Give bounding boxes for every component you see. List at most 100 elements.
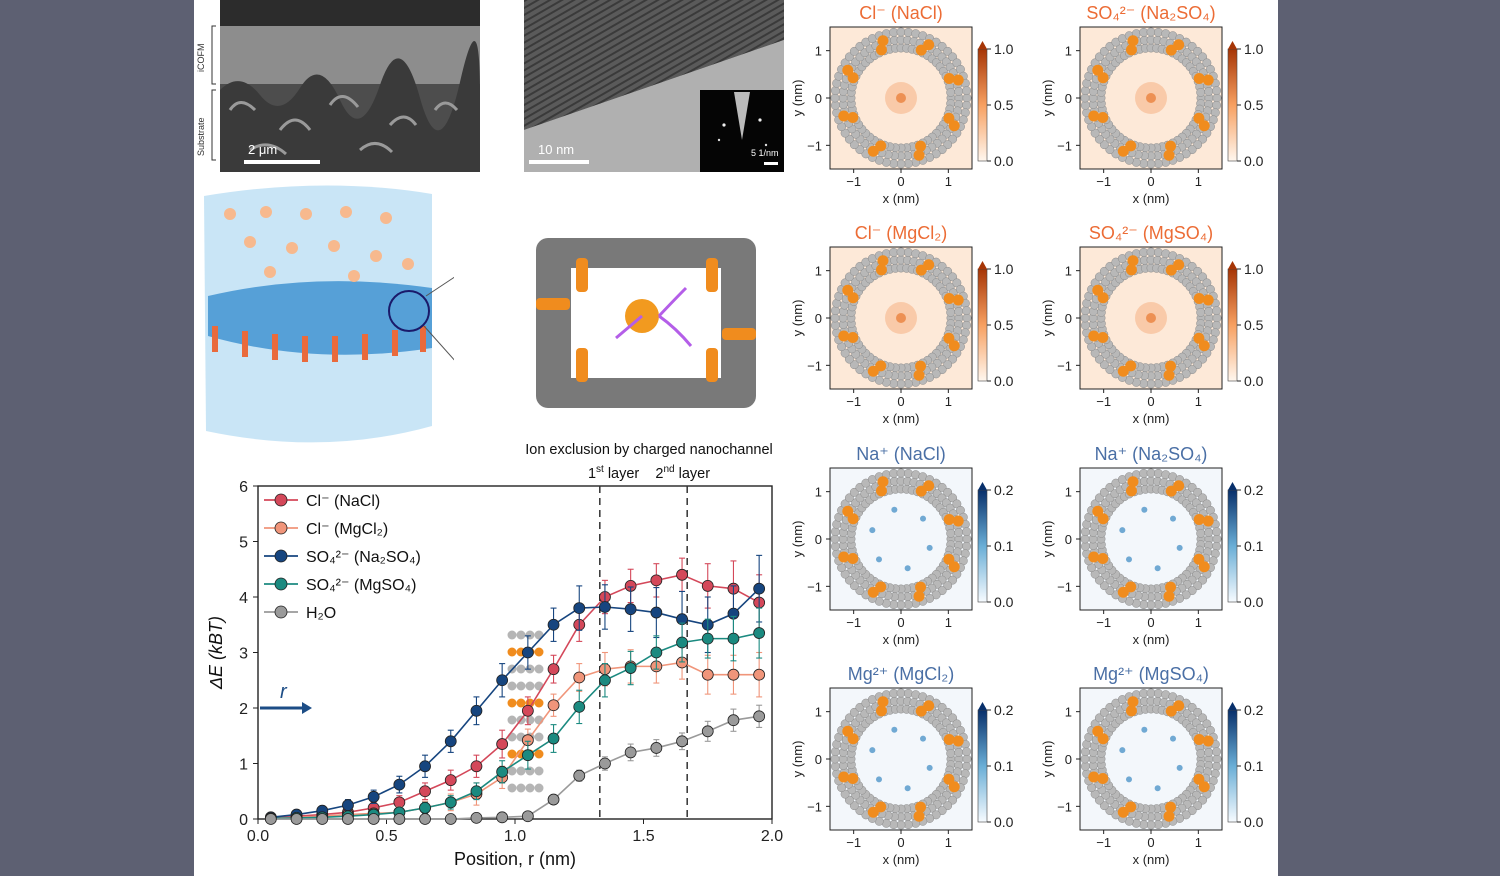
data-point bbox=[496, 738, 509, 750]
charged-atom bbox=[915, 360, 927, 372]
pore-atom bbox=[1198, 713, 1208, 723]
charged-atom bbox=[838, 110, 850, 122]
pore-atom bbox=[1146, 600, 1156, 610]
pore-atom bbox=[1139, 159, 1149, 169]
x-tick-label: 2.0 bbox=[761, 828, 783, 845]
charged-atom bbox=[952, 515, 964, 527]
data-point bbox=[676, 568, 688, 581]
heatmap-ylabel: y (nm) bbox=[1040, 300, 1055, 337]
charged-atom bbox=[1202, 74, 1214, 86]
x-tick-label: 0 bbox=[1147, 394, 1154, 409]
pore-atom bbox=[962, 534, 972, 544]
colorbar-extend bbox=[978, 482, 987, 490]
pore-atom bbox=[1105, 261, 1115, 271]
pore-atom bbox=[855, 702, 865, 712]
pore-atom bbox=[962, 747, 972, 757]
heatmap-title: Cl⁻ (NaCl) bbox=[859, 3, 943, 23]
charged-atom bbox=[913, 369, 925, 381]
pore-atom bbox=[903, 820, 913, 830]
charged-atom bbox=[877, 255, 889, 267]
pore-atom bbox=[1212, 100, 1222, 110]
data-point bbox=[521, 704, 534, 717]
heatmap-xlabel: x (nm) bbox=[1133, 411, 1170, 426]
colorbar-extend bbox=[1228, 261, 1237, 269]
legend-marker bbox=[274, 577, 288, 591]
pore-atom bbox=[1204, 307, 1214, 316]
sem-texture bbox=[220, 0, 480, 172]
pore-atom bbox=[896, 820, 906, 830]
colorbar-tick-label: 0.5 bbox=[994, 317, 1014, 333]
heatmap-title: Mg²⁺ (MgCl₂) bbox=[848, 664, 954, 684]
pore-atom bbox=[1080, 86, 1090, 96]
charged-atom bbox=[913, 149, 925, 161]
colorbar bbox=[977, 489, 988, 603]
data-point bbox=[419, 760, 431, 773]
data-point bbox=[496, 765, 509, 778]
data-point bbox=[753, 582, 766, 595]
pore-atom bbox=[903, 247, 913, 257]
charged-atom bbox=[1125, 264, 1137, 276]
heatmap-xlabel: x (nm) bbox=[1133, 632, 1170, 647]
legend-label: Cl⁻ (NaCl) bbox=[306, 493, 380, 510]
x-tick-label: 1 bbox=[945, 835, 952, 850]
colorbar-tick-label: 0.2 bbox=[1244, 482, 1264, 498]
y-tick-label: 4 bbox=[239, 590, 248, 607]
pore-atom bbox=[1080, 534, 1090, 544]
pore-atom bbox=[1212, 754, 1222, 764]
x-tick-label: −1 bbox=[1096, 174, 1111, 189]
charged-atom bbox=[1127, 35, 1139, 47]
colorbar bbox=[977, 268, 988, 382]
charged-atom bbox=[1198, 120, 1210, 132]
colorbar-tick-label: 0.2 bbox=[994, 482, 1014, 498]
colorbar-tick-label: 1.0 bbox=[994, 261, 1014, 277]
pore-atom bbox=[830, 320, 840, 330]
data-point bbox=[316, 813, 329, 825]
pore-atom bbox=[1153, 688, 1163, 698]
pore-atom bbox=[830, 306, 840, 316]
colorbar bbox=[1227, 48, 1238, 162]
pore-atom bbox=[1080, 527, 1090, 537]
pore-atom bbox=[903, 688, 913, 698]
column-atom bbox=[507, 783, 517, 793]
pore-atom bbox=[1080, 747, 1090, 757]
tem-scale-bar-label: 10 nm bbox=[538, 142, 575, 157]
charged-atom bbox=[943, 72, 955, 84]
pore-atom bbox=[896, 688, 906, 698]
x-tick-label: 0.5 bbox=[375, 828, 397, 845]
charged-atom bbox=[1125, 44, 1137, 56]
data-point bbox=[470, 811, 483, 824]
data-point bbox=[573, 671, 586, 684]
charged-atom bbox=[1198, 781, 1210, 793]
data-point bbox=[393, 778, 406, 791]
pore-atom bbox=[1080, 313, 1090, 323]
charged-atom bbox=[838, 771, 850, 783]
column-atom bbox=[534, 766, 544, 776]
y-tick-label: 1 bbox=[1065, 264, 1072, 279]
charged-atom bbox=[948, 561, 960, 573]
colorbar-tick-label: 0.0 bbox=[1244, 594, 1264, 610]
y-tick-label: −1 bbox=[807, 138, 822, 153]
pore-atom bbox=[1094, 134, 1104, 144]
charged-atom bbox=[923, 700, 935, 712]
pore-atom bbox=[896, 247, 906, 257]
x-tick-label: 1 bbox=[1195, 615, 1202, 630]
data-point bbox=[547, 663, 560, 676]
charged-atom bbox=[1165, 360, 1177, 372]
pore-atom bbox=[1204, 528, 1214, 537]
sem-scale-bar-label: 2 μm bbox=[248, 142, 278, 157]
pore-atom bbox=[1139, 820, 1149, 830]
pore-atom bbox=[1212, 313, 1222, 323]
y-tick-label: 0 bbox=[1065, 752, 1072, 767]
data-point bbox=[290, 813, 303, 825]
density-core bbox=[1146, 313, 1156, 323]
charged-atom bbox=[1097, 773, 1109, 785]
charged-atom bbox=[923, 39, 935, 51]
y-tick-label: 0 bbox=[239, 812, 248, 829]
series-3 bbox=[264, 607, 766, 825]
charged-atom bbox=[847, 773, 859, 785]
layer2-text: layer bbox=[674, 465, 711, 482]
x-tick-label: 1 bbox=[945, 615, 952, 630]
charged-atom bbox=[875, 264, 887, 276]
layer1-text: layer bbox=[603, 465, 640, 482]
data-point bbox=[727, 668, 740, 681]
